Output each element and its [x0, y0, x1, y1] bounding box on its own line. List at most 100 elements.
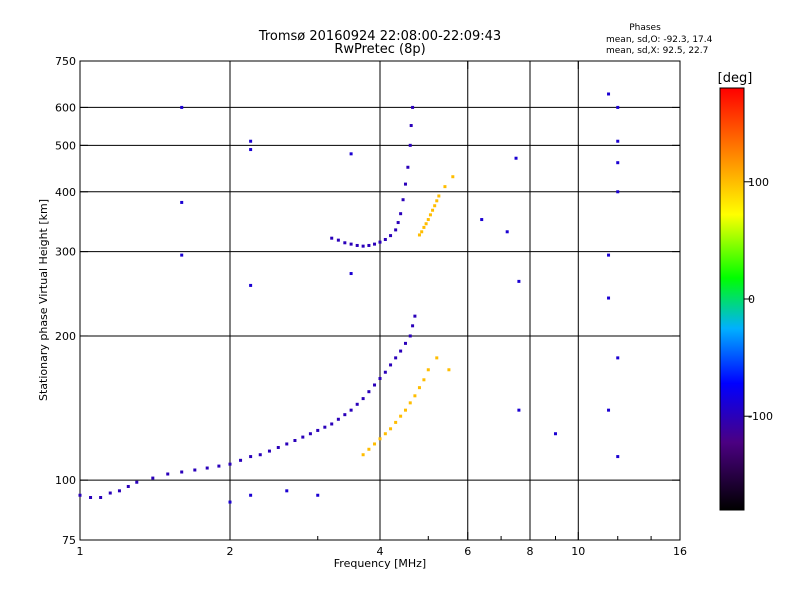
data-point: [343, 413, 347, 417]
data-point: [180, 470, 184, 474]
data-point: [424, 222, 428, 226]
data-point: [301, 435, 305, 439]
x-tick-label: 16: [673, 545, 687, 558]
chart-title: Tromsø 20160924 22:08:00-22:09:43: [258, 29, 501, 44]
data-point: [389, 234, 393, 238]
data-point: [361, 244, 365, 248]
data-point: [451, 175, 455, 179]
data-point: [408, 143, 412, 147]
data-point: [367, 390, 371, 394]
grid: [80, 61, 680, 540]
data-point: [228, 500, 232, 504]
data-point: [89, 495, 93, 499]
colorbar-tick-label: -100: [748, 410, 773, 423]
data-point: [336, 238, 340, 242]
data-point: [349, 272, 353, 276]
data-point: [607, 253, 611, 257]
data-point: [367, 447, 371, 451]
data-point: [420, 230, 424, 234]
data-point: [355, 243, 359, 247]
y-tick-label: 300: [55, 246, 76, 259]
data-point: [616, 455, 620, 459]
data-point: [330, 422, 334, 426]
data-point: [249, 139, 253, 143]
data-point: [285, 442, 289, 446]
data-point: [428, 213, 432, 217]
data-point: [383, 237, 387, 241]
data-point: [406, 165, 410, 169]
data-point: [355, 402, 359, 406]
data-point: [399, 414, 403, 418]
data-point: [249, 493, 253, 497]
data-point: [607, 408, 611, 412]
data-point: [505, 230, 509, 234]
colorbar-tick-label: 100: [748, 176, 769, 189]
y-axis: 75 100 200 300 400 500 600 750: [55, 55, 680, 547]
data-point: [616, 139, 620, 143]
x-axis-label: Frequency [MHz]: [334, 557, 426, 570]
phase-info-x: mean, sd,X: 92.5, 22.7: [606, 46, 708, 56]
data-point: [316, 428, 320, 432]
data-point: [399, 349, 403, 353]
data-point: [180, 253, 184, 257]
data-point: [323, 425, 327, 429]
colorbar-tick-label: 0: [748, 293, 755, 306]
data-point: [180, 200, 184, 204]
chart-subtitle: RwPretec (8p): [334, 42, 425, 57]
data-point: [166, 472, 170, 476]
data-point: [78, 493, 82, 497]
colorbar: [719, 87, 745, 511]
data-point: [413, 314, 417, 318]
data-point: [616, 190, 620, 194]
data-point: [553, 432, 557, 436]
data-point: [249, 455, 253, 459]
data-point: [394, 356, 398, 360]
data-point: [217, 464, 221, 468]
data-point: [411, 324, 415, 328]
data-point: [349, 242, 353, 246]
data-point: [403, 408, 407, 412]
data-point: [422, 225, 426, 229]
data-point: [378, 437, 382, 441]
y-tick-label: 600: [55, 101, 76, 114]
x-tick-label: 10: [571, 545, 585, 558]
x-tick-label: 2: [227, 545, 234, 558]
data-point: [389, 363, 393, 367]
data-point: [267, 449, 271, 453]
data-point: [514, 156, 518, 160]
y-tick-label: 100: [55, 474, 76, 487]
data-point: [205, 466, 209, 470]
data-point: [408, 401, 412, 405]
data-point: [431, 208, 435, 212]
data-point: [378, 240, 382, 244]
data-point: [361, 453, 365, 457]
data-point: [417, 386, 421, 390]
data-point: [396, 221, 400, 225]
data-point: [401, 198, 405, 202]
colorbar-ticks: 100 0 -100: [744, 176, 773, 423]
data-point: [394, 228, 398, 232]
data-point: [349, 152, 353, 156]
data-point: [413, 394, 417, 398]
data-point: [517, 408, 521, 412]
data-point: [437, 194, 441, 198]
phase-info-o: mean, sd,O: -92.3, 17.4: [606, 35, 713, 45]
y-tick-label: 75: [62, 534, 76, 547]
data-point: [443, 185, 447, 189]
data-point: [367, 243, 371, 247]
data-point: [336, 417, 340, 421]
data-point: [126, 484, 130, 488]
data-point: [373, 242, 377, 246]
data-point: [411, 105, 415, 109]
data-point: [383, 370, 387, 374]
data-point: [383, 432, 387, 436]
data-point: [433, 204, 437, 208]
data-point: [616, 356, 620, 360]
data-point: [426, 218, 430, 222]
data-point: [399, 212, 403, 216]
y-tick-label: 200: [55, 330, 76, 343]
data-point: [417, 233, 421, 237]
data-point: [316, 493, 320, 497]
data-point: [180, 105, 184, 109]
data-point: [517, 279, 521, 283]
